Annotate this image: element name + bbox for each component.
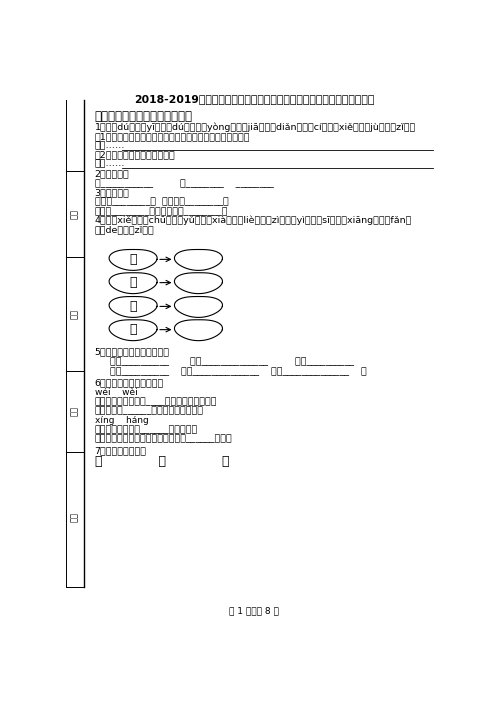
Text: 6．选择正确的读音填空。: 6．选择正确的读音填空。 <box>95 378 164 388</box>
Text: （2）你总是忘记自己的生日。: （2）你总是忘记自己的生日。 <box>95 150 176 159</box>
Text: 我的姑姑在银行（______）里工作。: 我的姑姑在银行（______）里工作。 <box>95 425 198 434</box>
Text: 总是……: 总是…… <box>95 160 125 168</box>
Text: 冷: 冷 <box>129 253 137 266</box>
Text: 小: 小 <box>129 300 137 313</box>
Text: xíng    háng: xíng háng <box>95 416 148 425</box>
Text: 的（de）字（zǐ）。: 的（de）字（zǐ）。 <box>95 225 154 234</box>
Text: 1．读（dú）一（yī）读（dú），用（yòng）加（jiā）点（diǎn）词（cí）写（xiě）句（jù）子（zǐ）。: 1．读（dú）一（yī）读（dú），用（yòng）加（jiā）点（diǎn）词（… <box>95 123 416 132</box>
Text: 海              断              终: 海 断 终 <box>95 455 229 468</box>
Text: 有: 有 <box>129 323 137 336</box>
Text: 平___________         住________    ________: 平___________ 住________ ________ <box>95 178 273 187</box>
Text: 4．写（xiě）出（chū）与（yǔ）下（xià）列（liè）字（zì）意（yì）思（sī）相（xiāng）反（fǎn）: 4．写（xiě）出（chū）与（yǔ）下（xià）列（liè）字（zì）意（yì… <box>95 216 412 225</box>
Text: 木：__________    氵：______________    日：______________    们: 木：__________ 氵：______________ 日：________… <box>95 367 367 376</box>
Text: 开: 开 <box>129 276 137 289</box>
Text: 姓名: 姓名 <box>70 309 79 319</box>
Text: 可爱……: 可爱…… <box>95 141 125 150</box>
Text: 亮：共________笔，第四画是________。: 亮：共________笔，第四画是________。 <box>95 207 228 216</box>
Text: 分数: 分数 <box>70 209 79 219</box>
Text: 3．我会填。: 3．我会填。 <box>95 188 129 197</box>
Text: 2．组一组。: 2．组一组。 <box>95 169 129 178</box>
Text: 题号: 题号 <box>70 406 79 416</box>
Text: 我还以为（______）今天是星期天呢。: 我还以为（______）今天是星期天呢。 <box>95 406 204 415</box>
Text: wéi    wèi: wéi wèi <box>95 388 137 397</box>
Text: 一大早，我就看到路上有很多的行（______）人。: 一大早，我就看到路上有很多的行（______）人。 <box>95 435 233 444</box>
Text: 到了秋天，树叶为（____）什么都不见了呢？: 到了秋天，树叶为（____）什么都不见了呢？ <box>95 397 217 406</box>
Text: 第 1 页，共 8 页: 第 1 页，共 8 页 <box>229 607 279 616</box>
Text: 班级: 班级 <box>70 512 79 522</box>
Text: 亻：__________       火：______________         目：__________: 亻：__________ 火：______________ 目：________… <box>95 357 354 366</box>
Text: 5．写出带有下面偏旁的字。: 5．写出带有下面偏旁的字。 <box>95 347 170 357</box>
Text: 7．照样子，写汉字: 7．照样子，写汉字 <box>95 446 147 455</box>
Text: 一、想一想，填一填（填空题）: 一、想一想，填一填（填空题） <box>95 110 192 123</box>
Text: （1）早晨，小云雀过来一看，枕头边放着一只可爱的布鞋。: （1）早晨，小云雀过来一看，枕头边放着一只可爱的布鞋。 <box>95 132 250 141</box>
Text: 2018-2019年重庆市巫山县庙宇小学一年级上册语文模拟期末测试无答案: 2018-2019年重庆市巫山县庙宇小学一年级上册语文模拟期末测试无答案 <box>134 94 374 105</box>
Text: 哪：共________画  第五笔是________。: 哪：共________画 第五笔是________。 <box>95 197 229 206</box>
